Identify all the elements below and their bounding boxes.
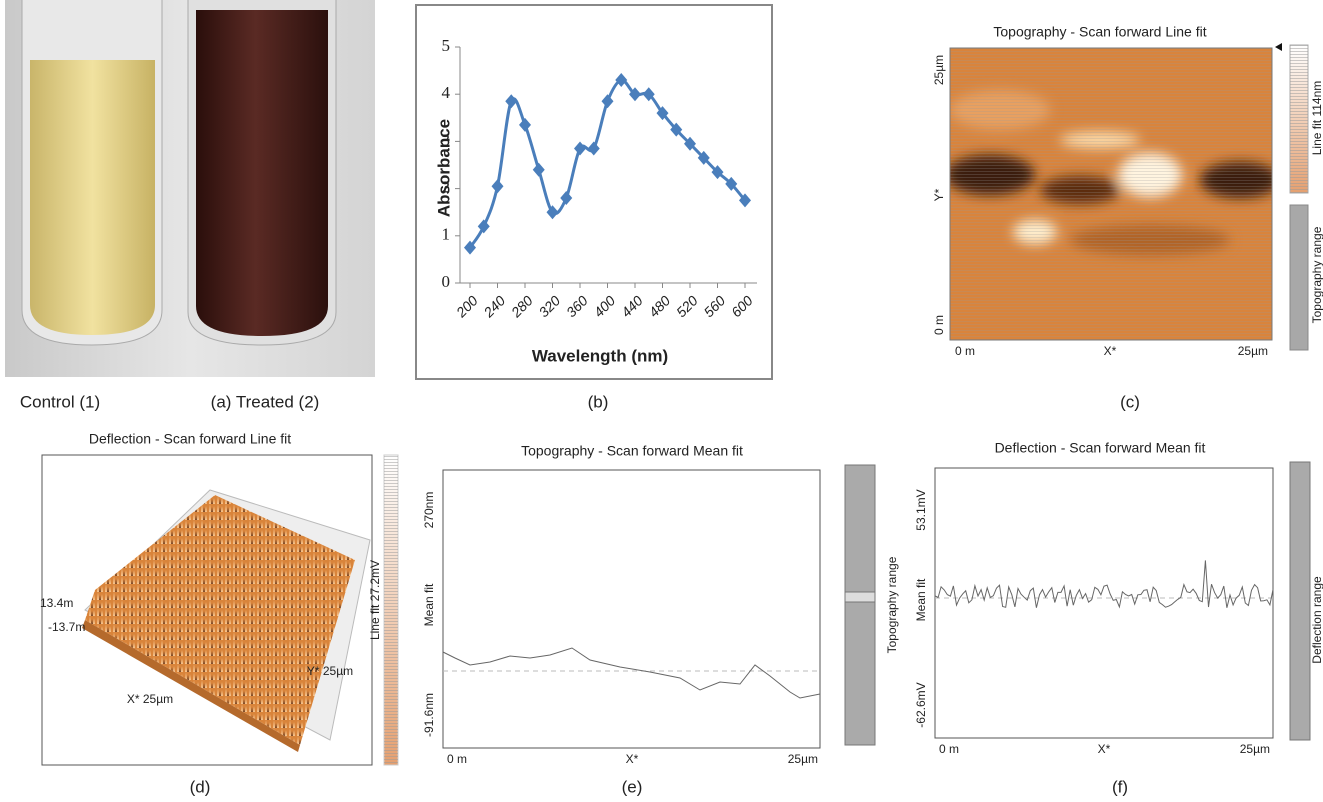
point-marker — [601, 94, 614, 109]
treated-liquid — [196, 10, 328, 336]
point-marker — [684, 136, 696, 151]
range-bar — [844, 464, 876, 746]
y-top-label: 270nm — [422, 492, 436, 529]
caption: (a) Treated (2) — [211, 392, 320, 411]
control-liquid — [30, 60, 155, 335]
panel-title: Deflection - Scan forward Mean fit — [995, 440, 1206, 456]
y-axis-label: Absorbance — [434, 119, 453, 217]
bar-label: Topography range — [1310, 226, 1323, 323]
bar-label: Line fit 27.2mV — [368, 560, 382, 640]
point-marker — [560, 191, 573, 206]
y-bottom-label: -91.6nm — [422, 693, 436, 737]
panel-title: Topography - Scan forward Mean fit — [521, 443, 743, 459]
profile-trace — [442, 647, 821, 699]
point-marker — [464, 240, 476, 255]
caption: (b) — [588, 392, 609, 411]
y-tick-label: 0 — [442, 272, 451, 291]
y-axis-label: Mean fit — [422, 583, 436, 626]
z-bottom-label: -13.7m — [48, 620, 85, 634]
point-marker — [670, 122, 683, 137]
y-tick-label: 1 — [442, 225, 451, 244]
plot-frame — [442, 469, 821, 749]
caption: Control (1) — [20, 392, 100, 411]
point-marker — [642, 87, 655, 102]
bar-label: Line fit 114nm — [1310, 81, 1323, 156]
x-right-label: 25µm — [1240, 742, 1270, 756]
caption: (d) — [190, 777, 211, 796]
color-bar-stripes — [1290, 45, 1308, 193]
y-tick-label: 5 — [442, 36, 451, 55]
range-bar — [1289, 461, 1311, 741]
panel-title: Deflection - Scan forward Line fit — [89, 431, 291, 447]
y-top-label: 25µm — [932, 55, 946, 85]
point-marker — [697, 150, 710, 165]
y-top-label: 53.1mV — [914, 489, 928, 530]
chart-frame — [415, 4, 773, 380]
plot-frame — [934, 467, 1274, 739]
x-axis-label: X* — [626, 752, 639, 766]
marker — [1275, 43, 1282, 51]
point-marker — [629, 87, 641, 102]
point-marker — [711, 165, 724, 180]
y-tick-label: 4 — [442, 83, 451, 102]
point-marker — [546, 205, 559, 220]
image-frame — [949, 47, 1273, 341]
range-bar — [1289, 204, 1309, 351]
topography-image — [950, 48, 1272, 340]
point-marker — [739, 193, 751, 208]
y-axis-label: Y* — [932, 188, 946, 201]
point-marker — [656, 106, 669, 121]
y-axis-label: Y* 25µm — [307, 664, 353, 678]
point-marker — [505, 94, 518, 109]
y-tick-label: 2 — [442, 178, 451, 197]
caption: (e) — [622, 777, 643, 796]
z-top-label: 13.4m — [40, 596, 73, 610]
point-marker — [574, 141, 586, 156]
x-axis-label: Wavelength (nm) — [532, 346, 668, 365]
y-axis-label: Mean fit — [914, 578, 928, 621]
range-marker — [844, 591, 876, 603]
point-marker — [491, 179, 504, 194]
y-tick-label: 3 — [442, 130, 451, 149]
x-left-label: 0 m — [955, 344, 975, 358]
x-axis-label: X* — [1098, 742, 1111, 756]
surface-3d — [85, 495, 355, 745]
point-marker — [477, 219, 490, 234]
x-axis-label: X* 25µm — [127, 692, 173, 706]
x-left-label: 0 m — [447, 752, 467, 766]
surface-edge — [82, 620, 300, 752]
y-bottom-label: 0 m — [932, 315, 946, 335]
point-marker — [519, 117, 531, 132]
color-bar-stripes — [384, 455, 398, 765]
point-marker — [615, 73, 628, 88]
y-bottom-label: -62.6mV — [914, 682, 928, 727]
x-right-label: 25µm — [788, 752, 818, 766]
deflection-trace — [934, 560, 1274, 609]
bar-label: Deflection range — [1310, 576, 1323, 664]
point-marker — [587, 141, 600, 156]
x-axis-label: X* — [1104, 344, 1117, 358]
caption: (f) — [1112, 777, 1128, 796]
x-right-label: 25µm — [1238, 344, 1268, 358]
bar-label: Topography range — [885, 556, 899, 653]
point-marker — [532, 162, 545, 177]
caption: (c) — [1120, 392, 1140, 411]
point-marker — [725, 176, 738, 191]
panel-title: Topography - Scan forward Line fit — [993, 24, 1206, 40]
x-left-label: 0 m — [939, 742, 959, 756]
